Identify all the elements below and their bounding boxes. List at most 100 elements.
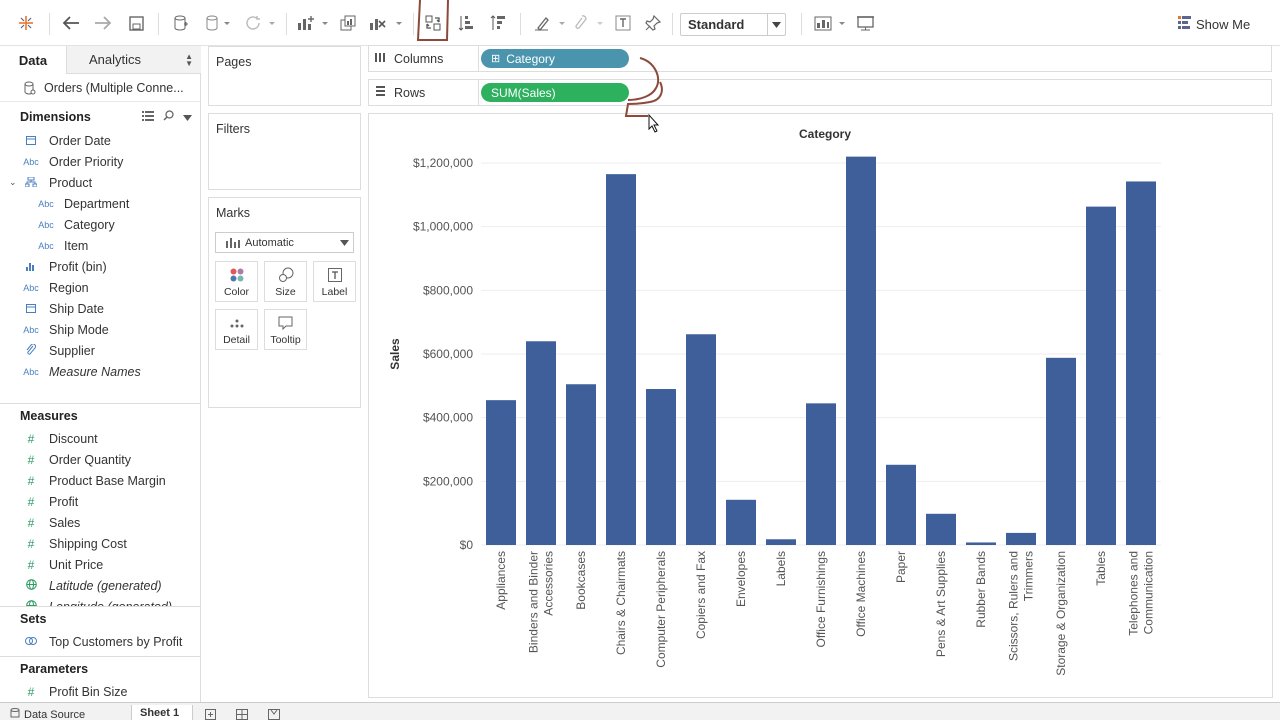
save-icon[interactable] bbox=[125, 0, 147, 46]
dimension-field-label: Order Date bbox=[49, 133, 111, 148]
tab-sheet-1[interactable]: Sheet 1 bbox=[131, 705, 193, 720]
measure-field-label: Sales bbox=[49, 515, 81, 530]
measure-field[interactable]: # Profit bbox=[0, 491, 200, 512]
category-pill[interactable]: ⊞ Category bbox=[481, 49, 629, 68]
bar[interactable] bbox=[846, 156, 876, 545]
dimension-field[interactable]: Supplier bbox=[0, 340, 200, 361]
clear-sheet-icon[interactable] bbox=[367, 0, 405, 46]
measure-field[interactable]: # Unit Price bbox=[0, 554, 200, 575]
duplicate-sheet-icon[interactable] bbox=[337, 0, 359, 46]
bar[interactable] bbox=[966, 542, 996, 545]
text-label-icon[interactable] bbox=[612, 0, 634, 46]
label-button[interactable]: Label bbox=[313, 261, 356, 302]
bar[interactable] bbox=[566, 384, 596, 545]
sort-descending-icon[interactable] bbox=[487, 0, 509, 46]
dimension-field[interactable]: Ship Date bbox=[0, 298, 200, 319]
measure-field[interactable]: # Product Base Margin bbox=[0, 470, 200, 491]
new-dashboard-tab-icon[interactable] bbox=[236, 708, 248, 720]
dimension-field[interactable]: Abc Item bbox=[0, 235, 200, 256]
mark-type-select[interactable]: Automatic bbox=[215, 232, 354, 253]
bar[interactable] bbox=[686, 334, 716, 545]
data-pane-tabs: Data Analytics ▲ ▼ bbox=[0, 46, 201, 74]
filters-card[interactable]: Filters bbox=[208, 113, 361, 190]
measure-field[interactable]: # Discount bbox=[0, 428, 200, 449]
bar[interactable] bbox=[606, 174, 636, 545]
show-me-button[interactable]: Show Me bbox=[1178, 13, 1250, 35]
number-type-icon: # bbox=[27, 452, 35, 467]
fit-view-select[interactable]: Standard bbox=[680, 13, 786, 36]
x-tick-label: Scissors, Rulers and bbox=[1007, 551, 1021, 661]
pages-card[interactable]: Pages bbox=[208, 46, 361, 106]
collapse-chevron-icon[interactable]: ⌄ bbox=[9, 177, 17, 187]
dimension-field[interactable]: Abc Region bbox=[0, 277, 200, 298]
bar[interactable] bbox=[646, 389, 676, 545]
measure-field[interactable]: # Sales bbox=[0, 512, 200, 533]
columns-shelf[interactable]: Columns ⊞ Category bbox=[368, 45, 1272, 72]
dimension-field[interactable]: Abc Department bbox=[0, 193, 200, 214]
search-icon[interactable] bbox=[163, 110, 174, 124]
marks-title: Marks bbox=[216, 206, 251, 220]
dimension-field[interactable]: Product bbox=[0, 172, 200, 193]
tooltip-button[interactable]: Tooltip bbox=[264, 309, 307, 350]
dimension-field[interactable]: Order Date bbox=[0, 130, 200, 151]
pane-menu-chevron-icon[interactable] bbox=[183, 110, 192, 124]
bar[interactable] bbox=[486, 400, 516, 545]
tab-data-source[interactable]: Data Source bbox=[10, 708, 85, 720]
dimension-field[interactable]: Profit (bin) bbox=[0, 256, 200, 277]
pin-icon[interactable] bbox=[642, 0, 664, 46]
bar[interactable] bbox=[1086, 206, 1116, 545]
dimension-field[interactable]: Abc Measure Names bbox=[0, 361, 200, 382]
bar[interactable] bbox=[886, 464, 916, 545]
bar[interactable] bbox=[726, 499, 756, 545]
color-button[interactable]: Color bbox=[215, 261, 258, 302]
tableau-logo-icon[interactable] bbox=[14, 0, 38, 46]
y-axis-label: Sales bbox=[388, 338, 402, 370]
bar-chart[interactable]: Category $0 $200,000 $400,000 $600,000 $800,0… bbox=[369, 114, 1272, 697]
set-field[interactable]: Top Customers by Profit bbox=[0, 631, 200, 652]
bar[interactable] bbox=[1126, 181, 1156, 546]
number-type-icon: # bbox=[27, 515, 35, 530]
new-datasource-icon[interactable] bbox=[170, 0, 192, 46]
x-tick-label: Telephones and bbox=[1127, 551, 1141, 636]
measure-field[interactable]: # Shipping Cost bbox=[0, 533, 200, 554]
show-cards-icon[interactable] bbox=[812, 0, 848, 46]
highlight-icon[interactable] bbox=[532, 0, 568, 46]
sort-ascending-icon[interactable] bbox=[455, 0, 477, 46]
bar[interactable] bbox=[526, 341, 556, 545]
bar[interactable] bbox=[1006, 532, 1036, 545]
parameter-field[interactable]: # Profit Bin Size bbox=[0, 681, 200, 702]
redo-icon[interactable] bbox=[92, 0, 114, 46]
dimension-field[interactable]: Abc Category bbox=[0, 214, 200, 235]
new-story-tab-icon[interactable] bbox=[268, 708, 280, 720]
group-paperclip-icon[interactable] bbox=[570, 0, 606, 46]
dimension-field[interactable]: Abc Order Priority bbox=[0, 151, 200, 172]
measure-field[interactable]: Longitude (generated) bbox=[0, 596, 200, 606]
presentation-mode-icon[interactable] bbox=[854, 0, 876, 46]
undo-icon[interactable] bbox=[60, 0, 82, 46]
measure-field[interactable]: # Order Quantity bbox=[0, 449, 200, 470]
new-worksheet-icon[interactable] bbox=[295, 0, 331, 46]
view-canvas[interactable]: Category $0 $200,000 $400,000 $600,000 $800,0… bbox=[368, 113, 1273, 698]
bar[interactable] bbox=[1046, 357, 1076, 545]
datasource-dropdown-icon[interactable] bbox=[202, 0, 234, 46]
bar[interactable] bbox=[806, 403, 836, 545]
dimension-field-label: Item bbox=[64, 238, 89, 253]
tab-data[interactable]: Data bbox=[0, 46, 66, 74]
sum-sales-pill[interactable]: SUM(Sales) bbox=[481, 83, 629, 102]
measure-field[interactable]: Latitude (generated) bbox=[0, 575, 200, 596]
bar[interactable] bbox=[926, 513, 956, 545]
rows-shelf[interactable]: Rows SUM(Sales) bbox=[368, 79, 1272, 106]
datasource-item[interactable]: Orders (Multiple Conne... bbox=[0, 74, 200, 102]
view-as-list-icon[interactable] bbox=[142, 110, 154, 124]
size-button[interactable]: Size bbox=[264, 261, 307, 302]
expand-plus-icon[interactable]: ⊞ bbox=[491, 53, 501, 65]
bar[interactable] bbox=[766, 539, 796, 545]
dimension-field[interactable]: Abc Ship Mode bbox=[0, 319, 200, 340]
show-me-icon bbox=[1178, 16, 1191, 32]
rows-shelf-label: Rows bbox=[375, 80, 425, 105]
swap-rows-columns-icon[interactable] bbox=[422, 0, 444, 46]
tab-analytics[interactable]: Analytics ▲ ▼ bbox=[66, 46, 201, 74]
new-worksheet-tab-icon[interactable] bbox=[205, 708, 216, 720]
detail-button[interactable]: Detail bbox=[215, 309, 258, 350]
refresh-icon[interactable] bbox=[242, 0, 278, 46]
